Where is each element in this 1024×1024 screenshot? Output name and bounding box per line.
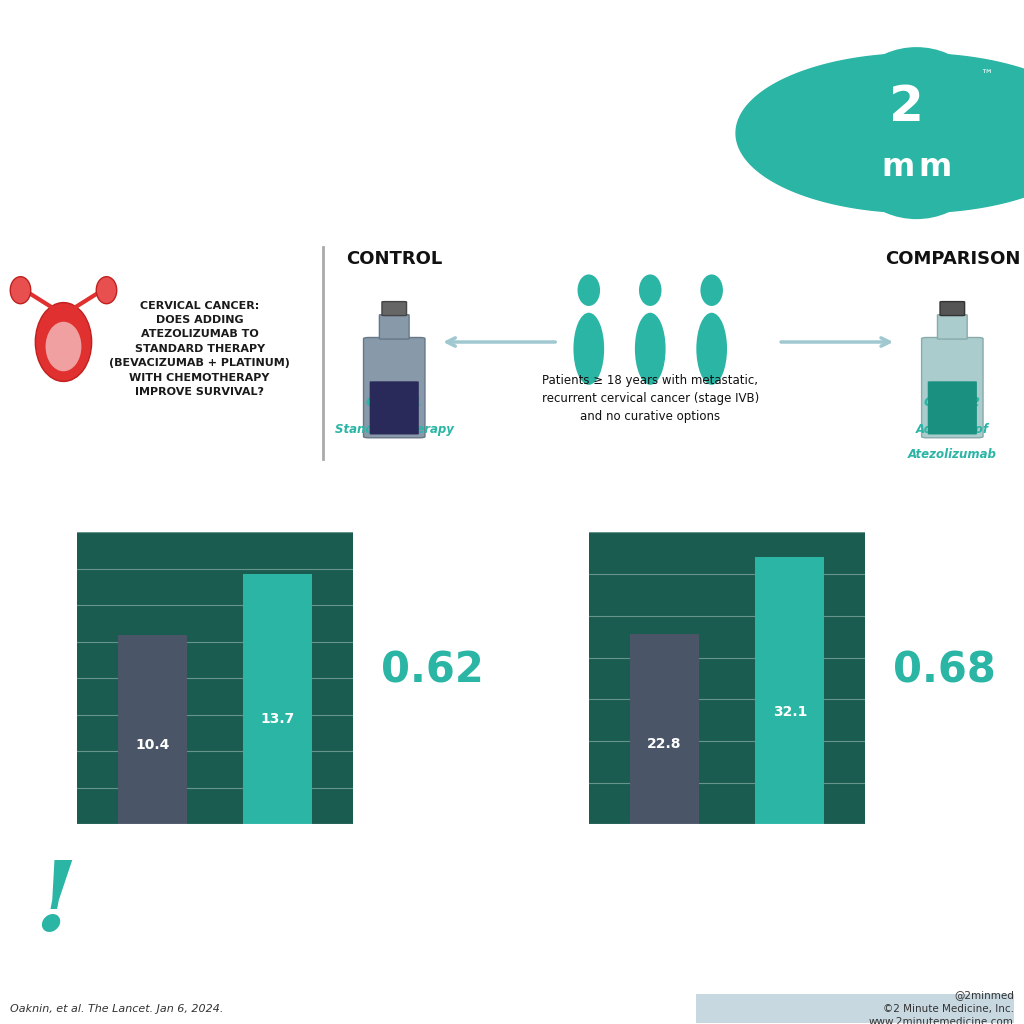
Text: HAZARD RATIO: HAZARD RATIO — [374, 615, 492, 630]
Text: m: m — [882, 152, 914, 183]
Text: Patients ≥ 18 years with metastatic,
recurrent cervical cancer (stage IVB)
and n: Patients ≥ 18 years with metastatic, rec… — [542, 374, 759, 423]
Ellipse shape — [824, 39, 1009, 227]
Text: CI: 0.49–0.78: CI: 0.49–0.78 — [391, 715, 474, 727]
Text: Standard Therapy: Standard Therapy — [335, 423, 454, 436]
Text: Oaknin, et al. The Lancet. Jan 6, 2024.: Oaknin, et al. The Lancet. Jan 6, 2024. — [10, 1004, 223, 1014]
Text: 32.1: 32.1 — [773, 705, 807, 719]
Text: 0.68: 0.68 — [893, 649, 996, 692]
Text: 2: 2 — [889, 83, 924, 131]
Text: P < 0.046: P < 0.046 — [913, 749, 976, 762]
Text: 0.62: 0.62 — [381, 649, 484, 692]
FancyBboxPatch shape — [364, 338, 425, 438]
FancyBboxPatch shape — [928, 381, 977, 434]
Text: @2minmed
©2 Minute Medicine, Inc.
www.2minutemedicine.com: @2minmed ©2 Minute Medicine, Inc. www.2m… — [869, 990, 1014, 1024]
Text: HAZARD RATIO: HAZARD RATIO — [886, 615, 1004, 630]
FancyBboxPatch shape — [940, 302, 965, 315]
Text: PRIMARY OUTCOME (#1): PRIMARY OUTCOME (#1) — [112, 472, 400, 493]
FancyBboxPatch shape — [370, 381, 419, 434]
Ellipse shape — [578, 274, 600, 306]
Text: 13.7: 13.7 — [261, 713, 295, 726]
Polygon shape — [736, 53, 1024, 213]
Text: PRIMARY OUTCOME (#2): PRIMARY OUTCOME (#2) — [624, 472, 912, 493]
Text: Overall, findings from this study suggest that adding atezolizumab to
bevacizuma: Overall, findings from this study sugges… — [138, 865, 746, 949]
Text: Group 1: Group 1 — [367, 396, 422, 410]
Ellipse shape — [696, 312, 727, 385]
Text: 22.8: 22.8 — [647, 737, 681, 752]
Text: Group 2: Group 2 — [925, 396, 980, 410]
Y-axis label: Number of Months: Number of Months — [41, 627, 50, 730]
Text: ™: ™ — [980, 69, 992, 82]
Polygon shape — [722, 47, 1024, 219]
Text: P < 0.0001: P < 0.0001 — [397, 749, 468, 762]
Text: CERVICAL CANCER:
DOES ADDING
ATEZOLIZUMAB TO
STANDARD THERAPY
(BEVACIZUMAB + PLA: CERVICAL CANCER: DOES ADDING ATEZOLIZUMA… — [110, 301, 290, 397]
Ellipse shape — [10, 276, 31, 304]
Text: m: m — [919, 152, 951, 183]
FancyBboxPatch shape — [382, 302, 407, 315]
FancyBboxPatch shape — [696, 994, 1014, 1023]
Ellipse shape — [573, 312, 604, 385]
Ellipse shape — [835, 47, 998, 219]
Ellipse shape — [96, 276, 117, 304]
Text: Progression-Free Survival (PFS): Progression-Free Survival (PFS) — [159, 498, 353, 510]
Ellipse shape — [700, 274, 723, 306]
Ellipse shape — [45, 322, 82, 372]
Text: COMPARISON: COMPARISON — [885, 250, 1020, 267]
Text: Overall Survival (OS): Overall Survival (OS) — [702, 498, 834, 510]
FancyBboxPatch shape — [938, 314, 968, 339]
FancyBboxPatch shape — [922, 338, 983, 438]
Text: Addition of: Addition of — [915, 423, 989, 436]
Text: !: ! — [35, 857, 78, 951]
Bar — [244, 574, 312, 824]
Bar — [630, 634, 698, 824]
FancyBboxPatch shape — [379, 314, 410, 339]
Text: Atezolizumab in addition to bevacizumab and
platinum-based chemotherapy improves: Atezolizumab in addition to bevacizumab … — [26, 81, 705, 177]
Text: 10.4: 10.4 — [135, 737, 169, 752]
Ellipse shape — [35, 303, 92, 381]
Bar — [118, 635, 186, 824]
Ellipse shape — [635, 312, 666, 385]
Text: Atezolizumab: Atezolizumab — [908, 449, 996, 461]
Y-axis label: Number of Months: Number of Months — [553, 627, 562, 730]
Text: CI: 0.52 – 0.88: CI: 0.52 – 0.88 — [899, 715, 990, 727]
Ellipse shape — [639, 274, 662, 306]
Bar — [756, 557, 824, 824]
Text: CONTROL: CONTROL — [346, 250, 442, 267]
